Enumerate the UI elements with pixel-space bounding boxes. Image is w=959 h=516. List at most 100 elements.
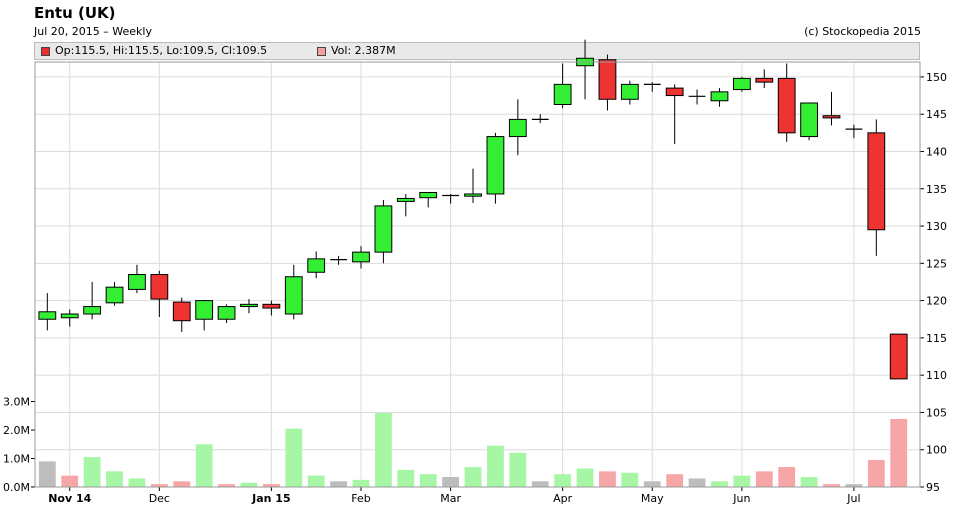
candle-body: [83, 306, 102, 315]
candle-body: [665, 87, 684, 97]
price-tick-label: 140: [926, 145, 947, 158]
candle-body: [464, 193, 482, 197]
volume-bar: [800, 477, 818, 487]
candle-body: [240, 303, 258, 308]
volume-tick-label: 0.0M: [3, 481, 30, 494]
price-tick-label: 115: [926, 332, 947, 345]
volume-bar: [890, 419, 908, 487]
candle-body: [867, 132, 886, 231]
volume-bar: [262, 484, 280, 487]
candle-body: [352, 251, 370, 263]
volume-bar: [83, 457, 101, 487]
volume-bar: [867, 459, 885, 487]
candle-body: [38, 311, 57, 320]
candle-body: [262, 303, 281, 309]
price-tick-label: 145: [926, 108, 947, 121]
plot-area: [34, 61, 921, 488]
legend-volume: Vol: 2.387M: [317, 43, 396, 59]
price-tick-label: 130: [926, 220, 947, 233]
legend-ohlc: Op:115.5, Hi:115.5, Lo:109.5, Cl:109.5: [41, 43, 267, 59]
candle-body: [284, 276, 303, 315]
price-tick-label: 120: [926, 295, 947, 308]
legend-bar: Op:115.5, Hi:115.5, Lo:109.5, Cl:109.5 V…: [34, 42, 920, 60]
price-tick-label: 105: [926, 406, 947, 419]
time-tick-label: Jun: [732, 492, 750, 505]
volume-tick-label: 2.0M: [3, 424, 30, 437]
volume-bar: [845, 484, 863, 487]
volume-bar: [599, 471, 616, 487]
price-tick-label: 135: [926, 183, 947, 196]
time-tick-label: Apr: [553, 492, 573, 505]
volume-bar: [218, 484, 235, 487]
volume-bar: [487, 445, 504, 487]
candle-body: [620, 83, 639, 100]
chart-subtitle: Jul 20, 2015 – Weekly: [34, 25, 152, 38]
volume-bar: [778, 467, 796, 487]
candle-body: [396, 197, 415, 202]
volume-tick-label: 3.0M: [3, 396, 30, 409]
candle-body: [755, 77, 774, 83]
candle-body: [822, 115, 841, 119]
volume-bar: [352, 479, 370, 487]
chart-title: Entu (UK): [34, 4, 116, 22]
ohlc-label: Op:115.5, Hi:115.5, Lo:109.5, Cl:109.5: [55, 44, 268, 57]
volume-bar: [733, 475, 751, 487]
volume-bar: [531, 481, 549, 487]
time-tick-label: Mar: [440, 492, 461, 505]
volume-bar: [643, 481, 661, 487]
volume-bar: [61, 475, 79, 487]
candle-body: [710, 91, 729, 102]
time-tick-label: Feb: [351, 492, 370, 505]
volume-bar: [419, 474, 437, 487]
candle-body: [105, 286, 124, 304]
volume-bar: [330, 481, 347, 487]
price-tick-label: 150: [926, 71, 947, 84]
candle-body: [172, 301, 191, 322]
candle-body: [889, 333, 908, 380]
volume-bar: [195, 444, 213, 487]
volume-bar: [173, 481, 191, 487]
candle-body: [195, 300, 214, 320]
volume-bar: [576, 468, 594, 487]
volume-bar: [397, 469, 415, 487]
volume-bar: [711, 481, 728, 487]
volume-bar: [442, 477, 460, 487]
candle-body: [486, 136, 505, 195]
time-tick-label: Jan 15: [251, 492, 290, 505]
candle-body: [508, 118, 527, 138]
volume-bar: [464, 467, 482, 487]
volume-bar: [509, 452, 527, 487]
volume-bar: [285, 428, 303, 487]
volume-bar: [106, 471, 123, 487]
candle-body: [150, 274, 169, 300]
time-tick-label: Jul: [846, 492, 860, 505]
price-tick-label: 100: [926, 444, 947, 457]
time-tick-label: May: [641, 492, 664, 505]
volume-bar: [621, 472, 639, 487]
candle-body: [598, 59, 617, 100]
volume-bar: [688, 478, 706, 487]
volume-bar: [128, 478, 146, 487]
volume-bar: [374, 412, 392, 487]
copyright-label: (c) Stockopedia 2015: [804, 25, 921, 38]
candle-body: [419, 191, 438, 199]
plot-border: [34, 61, 921, 488]
volume-label: Vol: 2.387M: [331, 44, 396, 57]
volume-bar: [666, 474, 684, 487]
time-tick-label: Nov 14: [48, 492, 91, 505]
candle-body: [732, 77, 751, 91]
candle-body: [374, 205, 393, 253]
volume-bar: [554, 474, 572, 487]
price-tick-label: 110: [926, 369, 947, 382]
candle-body: [553, 83, 572, 106]
volume-bar: [307, 475, 325, 487]
candle-body: [307, 258, 326, 273]
candle-body: [128, 274, 146, 290]
volume-bar: [755, 471, 773, 487]
volume-tick-label: 1.0M: [3, 453, 30, 466]
price-tick-label: 125: [926, 257, 947, 270]
volume-bar: [240, 482, 258, 487]
volume-bar: [38, 461, 56, 487]
volume-swatch-icon: [317, 46, 326, 56]
